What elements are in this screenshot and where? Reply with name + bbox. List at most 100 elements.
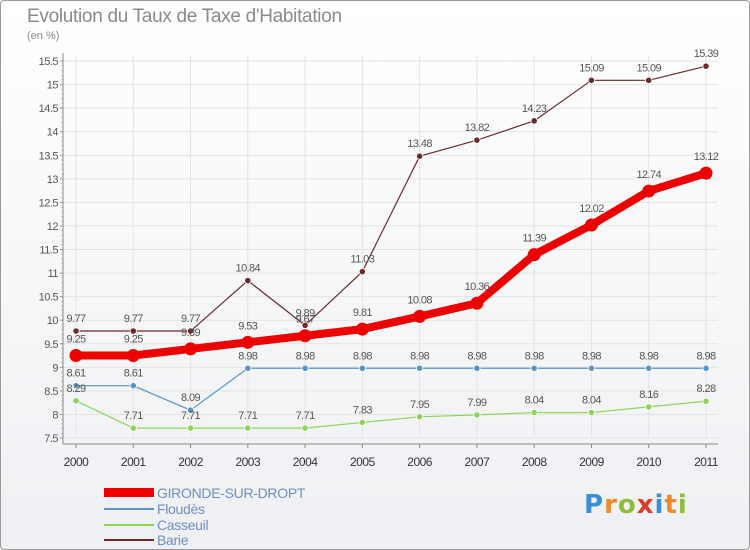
data-label: 9.77 (66, 313, 85, 325)
y-tick-label: 7.5 (44, 433, 58, 445)
data-label: 12.74 (636, 169, 661, 181)
logo-letter: i (654, 490, 665, 520)
series-line-1 (75, 367, 707, 411)
data-point (530, 408, 538, 417)
y-tick-label: 9 (52, 362, 58, 374)
x-tick-label: 2000 (64, 455, 90, 469)
data-point (473, 364, 481, 372)
legend-label-casseuil: Casseuil (157, 517, 209, 533)
data-point (470, 296, 484, 310)
logo-letter: t (664, 490, 678, 520)
data-point (416, 413, 424, 421)
series-line-0 (72, 169, 710, 360)
legend-label-gironde-sur-dropt: GIRONDE-SUR-DROPT (157, 485, 306, 501)
data-point (699, 166, 713, 180)
data-label: 7.99 (467, 397, 486, 409)
legend-label-barie: Barie (157, 532, 189, 548)
y-tick-label: 11 (48, 268, 59, 280)
chart-title: Evolution du Taux de Taxe d'Habitation (27, 6, 342, 27)
x-tick-label: 2002 (178, 455, 204, 469)
logo-letter: i (677, 490, 688, 520)
legend-swatch-casseuil (104, 524, 154, 526)
data-label: 7.71 (124, 410, 143, 422)
data-point (241, 335, 255, 349)
data-label: 9.53 (238, 320, 257, 332)
x-tick-label: 2008 (522, 455, 548, 469)
data-point (355, 322, 369, 336)
data-point (645, 364, 653, 372)
data-point (473, 136, 481, 144)
x-tick-label: 2011 (694, 455, 719, 469)
data-label: 8.98 (582, 350, 601, 362)
y-tick-label: 11.5 (39, 245, 58, 257)
logo-letter: x (636, 490, 655, 520)
data-label: 8.16 (639, 389, 658, 401)
data-label: 9.39 (181, 327, 200, 339)
data-label: 8.09 (181, 392, 200, 404)
data-label: 8.04 (582, 395, 601, 407)
data-label: 9.81 (353, 307, 372, 319)
data-point (702, 364, 710, 372)
data-label: 8.29 (66, 383, 85, 395)
data-point (587, 76, 596, 84)
y-tick-label: 8.5 (44, 386, 58, 398)
data-label: 8.61 (66, 368, 85, 380)
logo-letter: o (617, 490, 637, 520)
legend-swatch-floudes (104, 508, 154, 510)
data-point (72, 397, 80, 405)
data-label: 11.39 (522, 233, 546, 245)
x-tick-label: 2005 (350, 455, 376, 469)
proxiti-logo: Proxiti (584, 490, 688, 520)
data-point (530, 117, 538, 125)
data-point (72, 382, 80, 390)
y-tick-label: 10 (47, 315, 59, 327)
logo-letter: r (604, 490, 618, 520)
data-point (301, 424, 309, 432)
x-tick-label: 2004 (293, 455, 319, 469)
x-tick-label: 2006 (407, 455, 433, 469)
x-tick-label: 2009 (579, 455, 605, 469)
y-tick-label: 13 (47, 174, 59, 186)
data-point (358, 364, 366, 372)
data-label: 9.89 (296, 307, 315, 319)
data-label: 7.95 (410, 399, 429, 411)
data-point (527, 248, 541, 262)
data-label: 7.71 (181, 410, 200, 422)
data-point (587, 408, 596, 417)
data-label: 8.28 (696, 383, 715, 395)
logo-letter: P (584, 490, 605, 520)
data-point (186, 406, 195, 414)
data-label: 9.67 (296, 314, 315, 326)
data-point (301, 321, 309, 329)
data-point (301, 364, 309, 372)
data-point (416, 152, 424, 160)
y-tick-label: 14.5 (39, 103, 59, 115)
y-tick-label: 13.5 (39, 150, 59, 162)
data-point (413, 309, 427, 323)
data-point (473, 411, 481, 419)
x-tick-label: 2007 (465, 455, 491, 469)
legend-label-floudes: Floudès (157, 501, 205, 517)
data-label: 15.39 (694, 48, 719, 60)
data-point (702, 62, 710, 70)
data-point (645, 403, 653, 411)
data-point (129, 382, 137, 390)
data-label: 8.98 (296, 350, 315, 362)
data-point (244, 364, 252, 372)
chart-subtitle: (en %) (27, 30, 60, 42)
data-label: 11.03 (351, 254, 375, 266)
y-tick-label: 15.5 (39, 56, 59, 68)
data-point (358, 418, 366, 427)
data-point (126, 349, 140, 363)
data-label: 9.25 (124, 334, 143, 346)
x-tick-label: 2010 (636, 455, 662, 469)
data-label: 8.98 (238, 350, 257, 362)
data-label: 7.71 (296, 410, 315, 422)
legend-swatch-gironde-sur-dropt (104, 488, 154, 497)
legend-swatch-barie (104, 539, 154, 541)
data-label: 13.12 (694, 151, 719, 163)
data-label: 8.98 (696, 350, 715, 362)
y-tick-label: 12 (47, 221, 59, 233)
